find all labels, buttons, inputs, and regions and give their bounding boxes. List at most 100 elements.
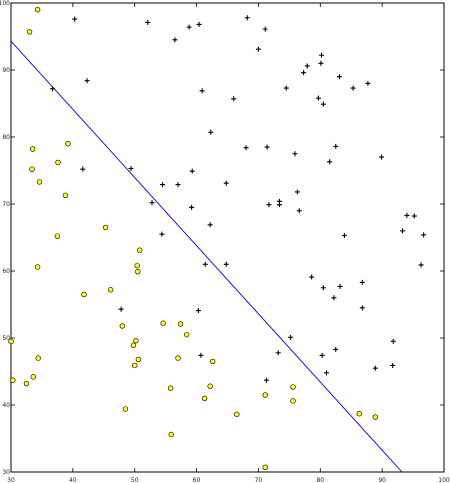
plus-point [243,145,249,151]
plus-point [341,232,347,238]
circle-point [136,247,143,253]
plus-point [350,85,356,91]
plus-point [315,95,321,101]
plus-point [404,212,410,218]
circle-point [122,406,129,412]
plus-point [159,231,165,237]
x-tick-label: 60 [193,477,201,483]
plus-point [186,24,192,30]
plus-point [276,202,282,208]
circle-point [36,179,43,185]
circle-marker-series [8,6,379,471]
plus-point [336,74,342,80]
plus-point [288,334,294,340]
circle-point [130,342,137,349]
plus-point [320,285,326,291]
circle-point [135,356,142,363]
plus-point [198,352,204,358]
plus-point [292,151,298,157]
plus-point [331,295,337,301]
circle-point [201,395,208,401]
plus-point [294,189,300,195]
circle-point [160,320,166,326]
plus-point [263,377,269,383]
plus-point [359,279,365,285]
circle-point [54,233,61,239]
circle-point [372,414,379,420]
plus-point [189,168,195,174]
plus-point [379,154,385,160]
plus-point [301,70,307,76]
circle-point [35,355,41,361]
circle-point [262,464,268,471]
plus-point [84,78,90,84]
plus-point [128,165,134,171]
plus-point [337,283,343,289]
x-tick-label: 30 [7,477,15,483]
plus-point [365,80,371,86]
plus-point [118,306,124,312]
circle-point [62,192,69,198]
plus-point [80,166,86,172]
plus-point [333,143,339,149]
plus-marker-series [49,15,427,383]
plus-point [319,52,325,58]
plus-point [283,85,289,91]
plus-point [400,228,406,234]
plus-point [275,350,281,356]
y-tick-label: 40 [2,402,10,409]
circle-point [356,411,362,417]
circle-point [29,166,35,172]
plus-point [160,182,166,188]
plus-point [327,159,333,165]
plus-point [323,370,329,376]
plus-point [266,202,272,208]
x-tick-label: 70 [255,477,263,483]
plus-point [149,200,155,206]
plus-point [145,19,151,25]
plus-point [372,365,378,371]
circle-point [34,264,41,270]
plus-point [195,308,201,314]
plus-point [309,274,315,280]
boundary-line [10,40,403,473]
circle-point [8,338,14,345]
plus-point [175,182,181,188]
plus-point [231,96,237,102]
circle-point [34,6,41,13]
plus-point [304,63,310,69]
circle-point [183,331,190,338]
x-tick-label: 80 [316,477,324,483]
x-tick-label: 50 [131,477,139,483]
plus-point [411,213,417,219]
circle-point [65,141,71,147]
plus-point [49,86,55,92]
circle-point [177,321,184,327]
circle-point [290,398,296,404]
circle-point [10,377,16,383]
plus-point [244,15,250,21]
plus-point [199,88,205,94]
plus-point [262,26,268,32]
plus-point [333,346,339,352]
circle-point [209,358,216,365]
circle-point [290,384,296,390]
decision-boundary [10,40,403,473]
plus-point [359,305,365,311]
circle-point [207,383,213,389]
plus-point [223,261,229,267]
plus-point [207,222,213,228]
y-tick-label: 70 [2,201,10,208]
plus-point [189,204,195,210]
y-tick-label: 30 [2,469,10,476]
circle-point [168,431,174,438]
plus-point [202,261,208,267]
circle-point [81,291,87,298]
circle-point [175,355,181,361]
circle-point [30,374,36,380]
x-tick-label: 90 [378,477,386,483]
circle-point [107,287,114,293]
circle-point [23,380,30,387]
y-tick-label: 100 [0,0,10,7]
